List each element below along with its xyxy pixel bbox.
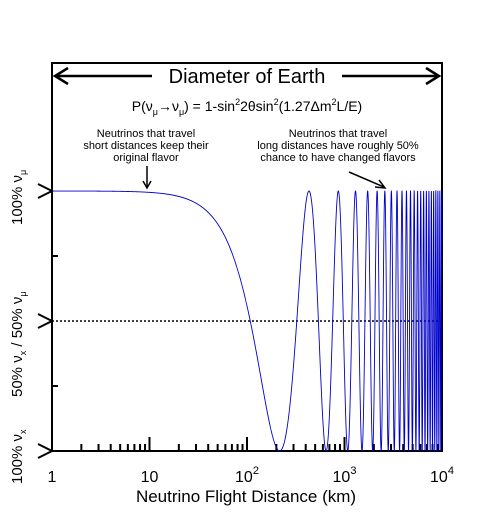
earth-diameter-arrow <box>52 66 442 86</box>
annotation-long: Neutrinos that travel long distances hav… <box>257 128 419 189</box>
y-label-top: 100% νμ <box>9 170 28 225</box>
x-tick-label: 10 <box>141 469 159 486</box>
annotation-short-line-1: Neutrinos that travel <box>97 128 195 140</box>
x-axis-label: Neutrino Flight Distance (km) <box>136 487 356 506</box>
annotation-short-line-2: short distances keep their <box>83 140 209 152</box>
annotation-short: Neutrinos that travel short distances ke… <box>83 128 209 190</box>
annotation-short-line-3: original flavor <box>113 152 179 164</box>
x-tick-label: 102 <box>235 465 259 486</box>
x-ticks <box>51 437 439 451</box>
oscillation-curve <box>52 189 443 453</box>
y-label-middle: 50% νx / 50% νμ <box>9 291 28 397</box>
y-tick-markers <box>37 183 55 459</box>
annotation-long-line-2: long distances have roughly 50% <box>257 140 419 152</box>
x-tick-labels: 1 10 102 103 104 <box>48 465 454 486</box>
x-tick-label: 104 <box>430 465 454 486</box>
y-label-bottom: 100% νx <box>9 429 28 484</box>
y-minor-ticks <box>52 255 58 387</box>
annotation-long-line-3: chance to have changed flavors <box>260 152 416 164</box>
x-tick-label: 103 <box>333 465 357 486</box>
annotation-long-line-1: Neutrinos that travel <box>289 128 387 140</box>
banner-title: Diameter of Earth <box>169 66 326 88</box>
x-tick-label: 1 <box>48 469 57 486</box>
oscillation-formula: P(νμ→νμ) = 1-sin22θsin2(1.27Δm2L/E) <box>132 97 362 117</box>
